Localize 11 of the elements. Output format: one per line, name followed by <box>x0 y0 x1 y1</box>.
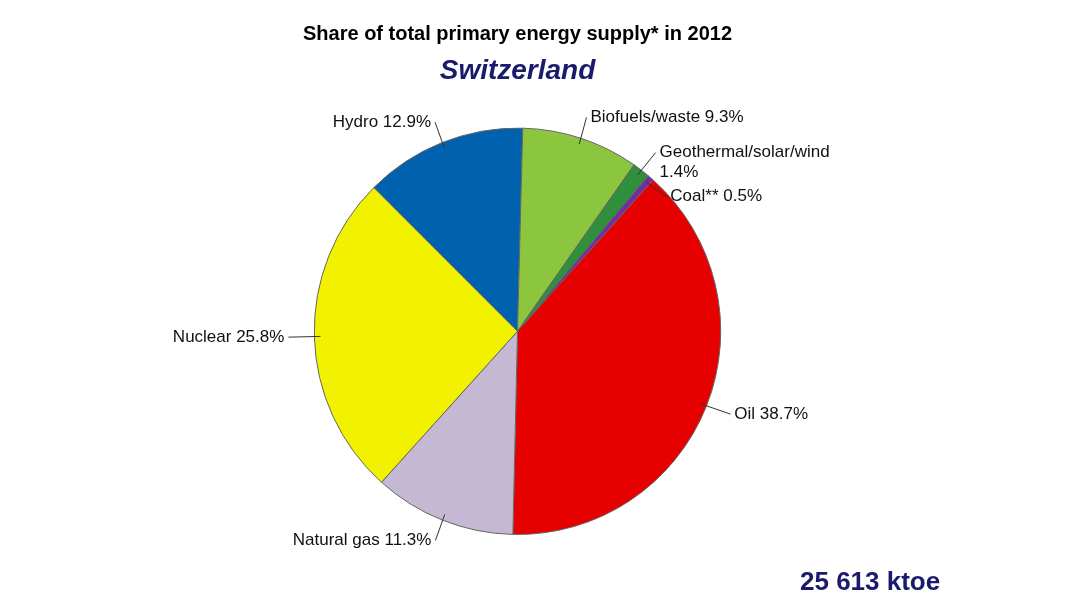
slice-label: Nuclear 25.8% <box>172 326 285 346</box>
slice-label: Biofuels/waste 9.3% <box>590 107 744 127</box>
slice-label: Coal** 0.5% <box>670 186 762 206</box>
chart-title: Share of total primary energy supply* in 2012 <box>302 21 733 44</box>
text: 25 613 ktoe <box>800 566 941 596</box>
data-label: 1.4% <box>659 162 699 182</box>
slice-label: Geothermal/solar/wind <box>659 142 830 162</box>
slice-label: Natural gas 11.3% <box>292 530 432 550</box>
slice-label: Oil 38.7% <box>734 403 809 423</box>
chart-subtitle: Switzerland <box>439 53 597 85</box>
slice-label: Hydro 12.9% <box>332 111 432 131</box>
